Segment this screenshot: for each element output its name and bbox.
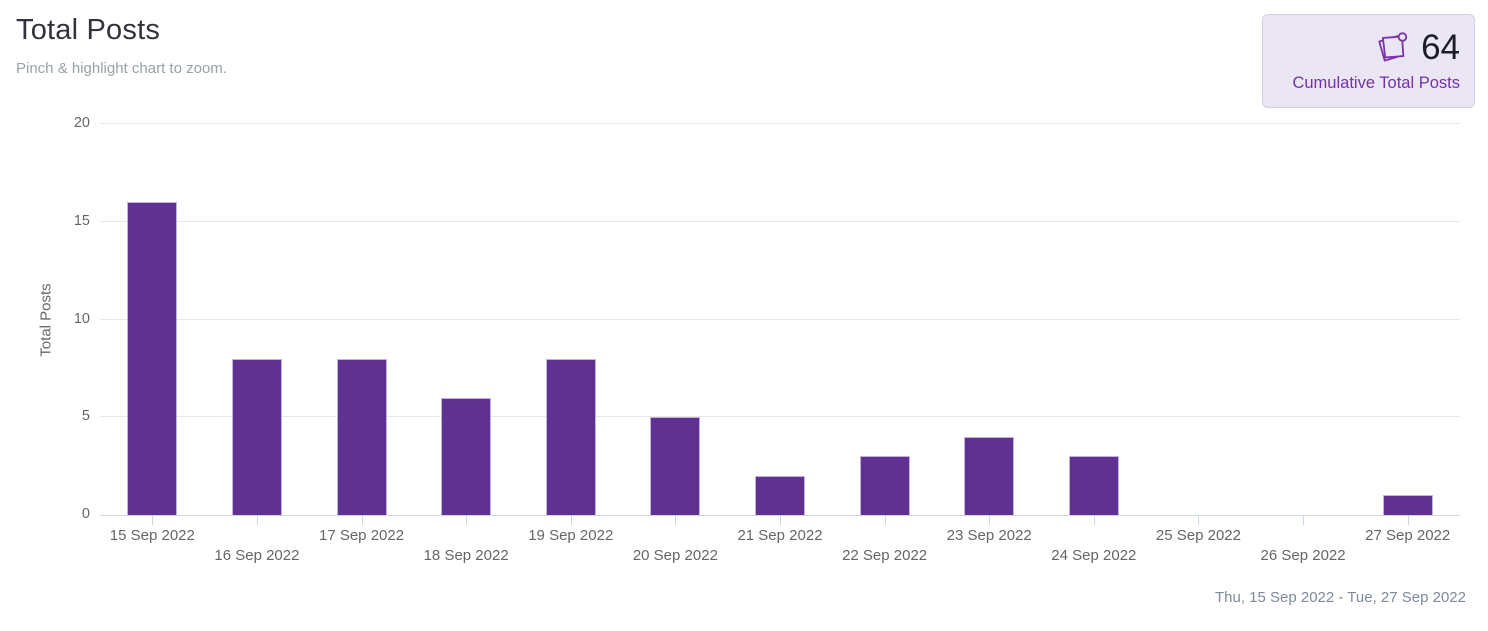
x-tick (152, 515, 154, 525)
x-tick (1303, 515, 1305, 525)
card-value-row: 64 (1277, 25, 1460, 69)
x-tick-label: 16 Sep 2022 (214, 547, 300, 564)
bar-23-sep-2022[interactable] (964, 436, 1015, 515)
chart-zoom-hint: Pinch & highlight chart to zoom. (16, 60, 227, 77)
bar-24-sep-2022[interactable] (1068, 456, 1119, 515)
bar-16-sep-2022[interactable] (231, 358, 282, 515)
bar-17-sep-2022[interactable] (336, 358, 387, 515)
bar-21-sep-2022[interactable] (755, 475, 805, 515)
x-tick-label: 18 Sep 2022 (423, 547, 509, 564)
y-gridline (100, 220, 1460, 222)
x-tick-label: 23 Sep 2022 (946, 527, 1032, 544)
bar-18-sep-2022[interactable] (441, 397, 492, 515)
bar-22-sep-2022[interactable] (859, 456, 910, 515)
x-tick-label: 20 Sep 2022 (632, 547, 718, 564)
x-tick (256, 515, 258, 525)
x-tick-label: 21 Sep 2022 (737, 527, 823, 544)
bar-27-sep-2022[interactable] (1382, 495, 1433, 515)
y-tick-label: 0 (81, 506, 90, 522)
date-range-label: Thu, 15 Sep 2022 - Tue, 27 Sep 2022 (1214, 589, 1466, 606)
page-title: Total Posts (16, 14, 161, 46)
x-tick-label: 27 Sep 2022 (1365, 527, 1451, 544)
y-gridline (100, 416, 1460, 418)
cumulative-total-posts-card[interactable]: 64 Cumulative Total Posts (1262, 14, 1475, 108)
y-axis-title: Total Posts (37, 283, 55, 357)
total-posts-bar-chart[interactable]: 0 5 10 15 20 15 Sep 2022 16 Sep 2022 17 Sep 202… (74, 115, 1460, 564)
bar-19-sep-2022[interactable] (545, 358, 596, 515)
sticky-note-icon (1372, 30, 1412, 64)
x-tick (361, 515, 363, 525)
x-tick-label: 24 Sep 2022 (1051, 547, 1137, 564)
x-tick (884, 515, 886, 525)
x-tick (466, 515, 468, 525)
x-tick (1198, 515, 1200, 525)
x-tick (570, 515, 572, 525)
cumulative-total-posts-value: 64 (1421, 27, 1460, 67)
x-tick-label: 17 Sep 2022 (318, 527, 405, 544)
x-tick (1093, 515, 1095, 525)
x-tick-label: 19 Sep 2022 (528, 527, 614, 544)
x-tick-label: 25 Sep 2022 (1155, 527, 1241, 544)
x-tick (989, 515, 991, 525)
x-tick (675, 515, 677, 525)
y-gridline (100, 318, 1460, 320)
y-tick-label: 10 (73, 310, 90, 327)
y-tick-label: 15 (73, 212, 90, 229)
y-tick-label: 20 (73, 115, 90, 131)
y-gridline (100, 123, 1460, 124)
x-tick (780, 515, 781, 525)
y-tick-label: 5 (81, 408, 90, 425)
x-tick-label: 15 Sep 2022 (109, 527, 195, 544)
cumulative-total-posts-label: Cumulative Total Posts (1292, 74, 1460, 92)
bar-15-sep-2022[interactable] (127, 202, 178, 515)
x-tick-label: 26 Sep 2022 (1260, 547, 1346, 564)
bar-20-sep-2022[interactable] (650, 417, 701, 515)
x-tick-label: 22 Sep 2022 (842, 547, 928, 564)
x-tick (1407, 515, 1409, 525)
